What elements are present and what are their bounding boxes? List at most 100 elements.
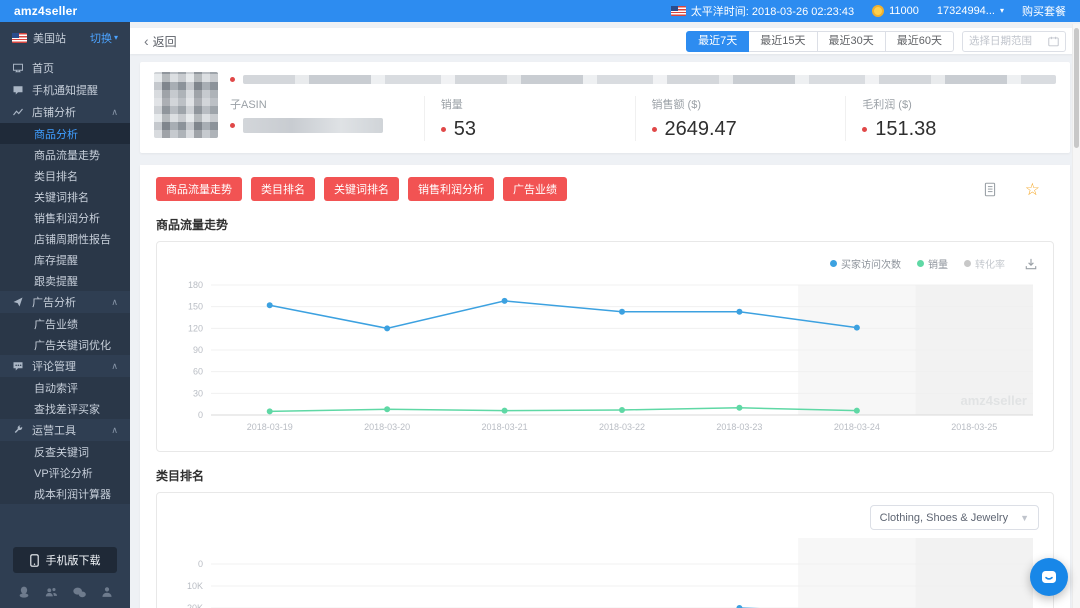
sidebar-item-product-analysis[interactable]: 商品分析 xyxy=(0,123,130,144)
metric-value: 53 xyxy=(453,118,476,140)
sidebar-item-label: 关键词排名 xyxy=(34,191,89,204)
tab-product-traffic[interactable]: 商品流量走势 xyxy=(156,177,242,201)
tab-profit-analysis[interactable]: 销售利润分析 xyxy=(408,177,494,201)
sidebar-item-label: 销售利润分析 xyxy=(34,212,100,225)
sidebar-item-negative-review-buyer[interactable]: 查找差评买家 xyxy=(0,398,130,419)
mobile-app-download-button[interactable]: 手机版下载 xyxy=(13,547,117,573)
category-rank-line-chart[interactable]: 010K20K30K40Kamz4seller xyxy=(169,534,1041,608)
metric-value: 151.38 xyxy=(875,118,937,140)
sidebar-item-keyword-rank[interactable]: 关键词排名 xyxy=(0,186,130,207)
download-icon[interactable] xyxy=(1025,258,1037,270)
site-switch-link[interactable]: 切换 ▾ xyxy=(90,30,118,46)
scrollbar-thumb[interactable] xyxy=(1074,28,1079,148)
trend-chart-icon xyxy=(12,106,24,118)
sidebar-item-label: 商品分析 xyxy=(34,128,78,141)
svg-text:2018-03-25: 2018-03-25 xyxy=(951,422,997,432)
svg-text:120: 120 xyxy=(188,323,203,333)
sidebar-group-shop-analytics[interactable]: 店铺分析 ∧ xyxy=(0,101,130,123)
sidebar-item-label: 成本利润计算器 xyxy=(34,488,111,501)
wechat-icon[interactable] xyxy=(72,586,87,599)
sidebar-item-label: 手机通知提醒 xyxy=(32,85,98,97)
header-right: 太平洋时间: 2018-03-26 02:23:43 11000 1732499… xyxy=(670,3,1066,19)
tab-keyword-rank[interactable]: 关键词排名 xyxy=(324,177,399,201)
category-select-value: Clothing, Shoes & Jewelry xyxy=(879,511,1009,524)
red-dot-marker xyxy=(862,127,868,132)
metric-value-wrap: 2649.47 xyxy=(651,118,846,141)
chart-legend: 买家访问次数 销量 转化率 xyxy=(169,246,1041,273)
site-selector[interactable]: 美国站 切换 ▾ xyxy=(0,22,130,53)
traffic-line-chart[interactable]: 0 30 60 90 120 150 180 2018-03-19 2018-03-20 2018… xyxy=(169,273,1041,443)
account-menu[interactable]: 17324994... ▾ xyxy=(937,5,1004,17)
legend-sales[interactable]: 销量 xyxy=(917,256,948,271)
top-header: amz4seller 太平洋时间: 2018-03-26 02:23:43 11… xyxy=(0,0,1080,22)
phone-icon xyxy=(29,553,39,567)
sidebar-group-ops-tools[interactable]: 运营工具 ∧ xyxy=(0,419,130,441)
sidebar-item-vp-review-analysis[interactable]: VP评论分析 xyxy=(0,462,130,483)
svg-text:2018-03-22: 2018-03-22 xyxy=(599,422,645,432)
comment-icon xyxy=(12,360,24,372)
account-name: 17324994... xyxy=(936,5,995,17)
range-button-60d[interactable]: 最近60天 xyxy=(884,30,954,52)
sidebar-item-mobile-notice[interactable]: 手机通知提醒 xyxy=(0,79,130,101)
sidebar-item-reverse-keyword[interactable]: 反查关键词 xyxy=(0,441,130,462)
coin-balance-value: 11000 xyxy=(889,5,919,17)
back-button[interactable]: ‹ 返回 xyxy=(144,33,177,50)
legend-label: 买家访问次数 xyxy=(841,260,901,271)
paper-plane-icon xyxy=(12,296,24,308)
sidebar-item-hijack-alert[interactable]: 跟卖提醒 xyxy=(0,270,130,291)
metric-sales-volume: 销量 53 xyxy=(423,96,635,141)
group-icon[interactable] xyxy=(44,585,59,599)
sidebar-item-label: 首页 xyxy=(32,63,54,75)
sidebar-item-ad-keyword-opt[interactable]: 广告关键词优化 xyxy=(0,334,130,355)
favorite-star-icon[interactable]: ☆ xyxy=(1024,179,1040,199)
range-button-7d[interactable]: 最近7天 xyxy=(686,30,750,52)
tab-ad-performance[interactable]: 广告业绩 xyxy=(503,177,567,201)
range-button-15d[interactable]: 最近15天 xyxy=(748,30,818,52)
chat-fab-button[interactable] xyxy=(1030,558,1068,596)
page-scrollbar[interactable] xyxy=(1072,24,1080,608)
wrench-icon xyxy=(12,424,24,436)
red-dot-marker xyxy=(230,123,235,128)
sidebar-group-review-mgmt[interactable]: 评论管理 ∧ xyxy=(0,355,130,377)
brand-logo[interactable]: amz4seller xyxy=(14,4,78,18)
tab-category-rank[interactable]: 类目排名 xyxy=(251,177,315,201)
sidebar-item-ad-performance[interactable]: 广告业绩 xyxy=(0,313,130,334)
sidebar-item-category-rank[interactable]: 类目排名 xyxy=(0,165,130,186)
red-dot-marker xyxy=(440,127,446,132)
legend-visits[interactable]: 买家访问次数 xyxy=(830,256,901,271)
sidebar-group-ad-analytics[interactable]: 广告分析 ∧ xyxy=(0,291,130,313)
sidebar-item-label: 自动索评 xyxy=(34,382,78,395)
chat-bubble-icon xyxy=(12,84,24,96)
date-range-input-box[interactable] xyxy=(962,30,1066,52)
sidebar-item-periodic-report[interactable]: 店铺周期性报告 xyxy=(0,228,130,249)
member-icon[interactable] xyxy=(100,585,114,599)
date-range-input[interactable] xyxy=(969,35,1044,47)
card-tools: ☆ xyxy=(983,181,1054,198)
legend-conversion[interactable]: 转化率 xyxy=(964,256,1005,271)
category-select[interactable]: Clothing, Shoes & Jewelry ▼ xyxy=(869,505,1039,530)
red-dot-marker xyxy=(230,77,235,82)
sidebar-item-profit-analysis[interactable]: 销售利润分析 xyxy=(0,207,130,228)
sidebar-item-auto-review-request[interactable]: 自动索评 xyxy=(0,377,130,398)
sidebar-item-inventory-alert[interactable]: 库存提醒 xyxy=(0,249,130,270)
red-dot-marker xyxy=(651,127,657,132)
svg-text:2018-03-19: 2018-03-19 xyxy=(247,422,293,432)
coin-balance[interactable]: 11000 xyxy=(872,5,919,17)
sidebar-item-home[interactable]: 首页 xyxy=(0,57,130,79)
ops-tools-submenu: 反查关键词 VP评论分析 成本利润计算器 xyxy=(0,441,130,504)
sidebar-item-product-traffic[interactable]: 商品流量走势 xyxy=(0,144,130,165)
metrics-row: 子ASIN 销量 53 销售额 ($) xyxy=(230,96,1056,141)
section-title-traffic: 商品流量走势 xyxy=(156,218,229,232)
range-button-30d[interactable]: 最近30天 xyxy=(816,30,886,52)
sidebar-item-cost-profit-calculator[interactable]: 成本利润计算器 xyxy=(0,483,130,504)
caret-down-icon: ▼ xyxy=(1020,512,1029,523)
traffic-chart-card: 买家访问次数 销量 转化率 0 30 60 90 120 150 180 2018-03-19… xyxy=(156,241,1054,452)
svg-text:2018-03-23: 2018-03-23 xyxy=(716,422,762,432)
buy-plan-link[interactable]: 购买套餐 xyxy=(1022,6,1066,18)
pacific-time-label: 太平洋时间: 2018-03-26 02:23:43 xyxy=(690,6,855,18)
metric-value: 2649.47 xyxy=(664,118,737,140)
legend-label: 销量 xyxy=(928,260,948,271)
qq-icon[interactable] xyxy=(17,585,31,599)
sidebar-item-label: 广告业绩 xyxy=(34,318,78,331)
report-list-icon[interactable] xyxy=(983,182,997,197)
